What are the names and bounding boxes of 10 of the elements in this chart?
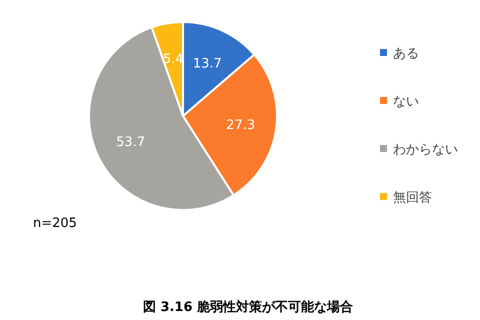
data-label: 5.4: [162, 52, 184, 68]
legend-label: ある: [393, 46, 419, 62]
data-label: 13.7: [192, 56, 222, 72]
text: 図 3.16 脆弱性対策が不可能な場合: [142, 299, 354, 315]
legend-label: 無回答: [393, 190, 432, 206]
data-label: 27.3: [226, 118, 256, 134]
data-label: 53.7: [116, 135, 146, 150]
legend-label: わからない: [393, 142, 458, 158]
legend-label: ない: [393, 94, 419, 110]
text: n=205: [33, 216, 77, 231]
